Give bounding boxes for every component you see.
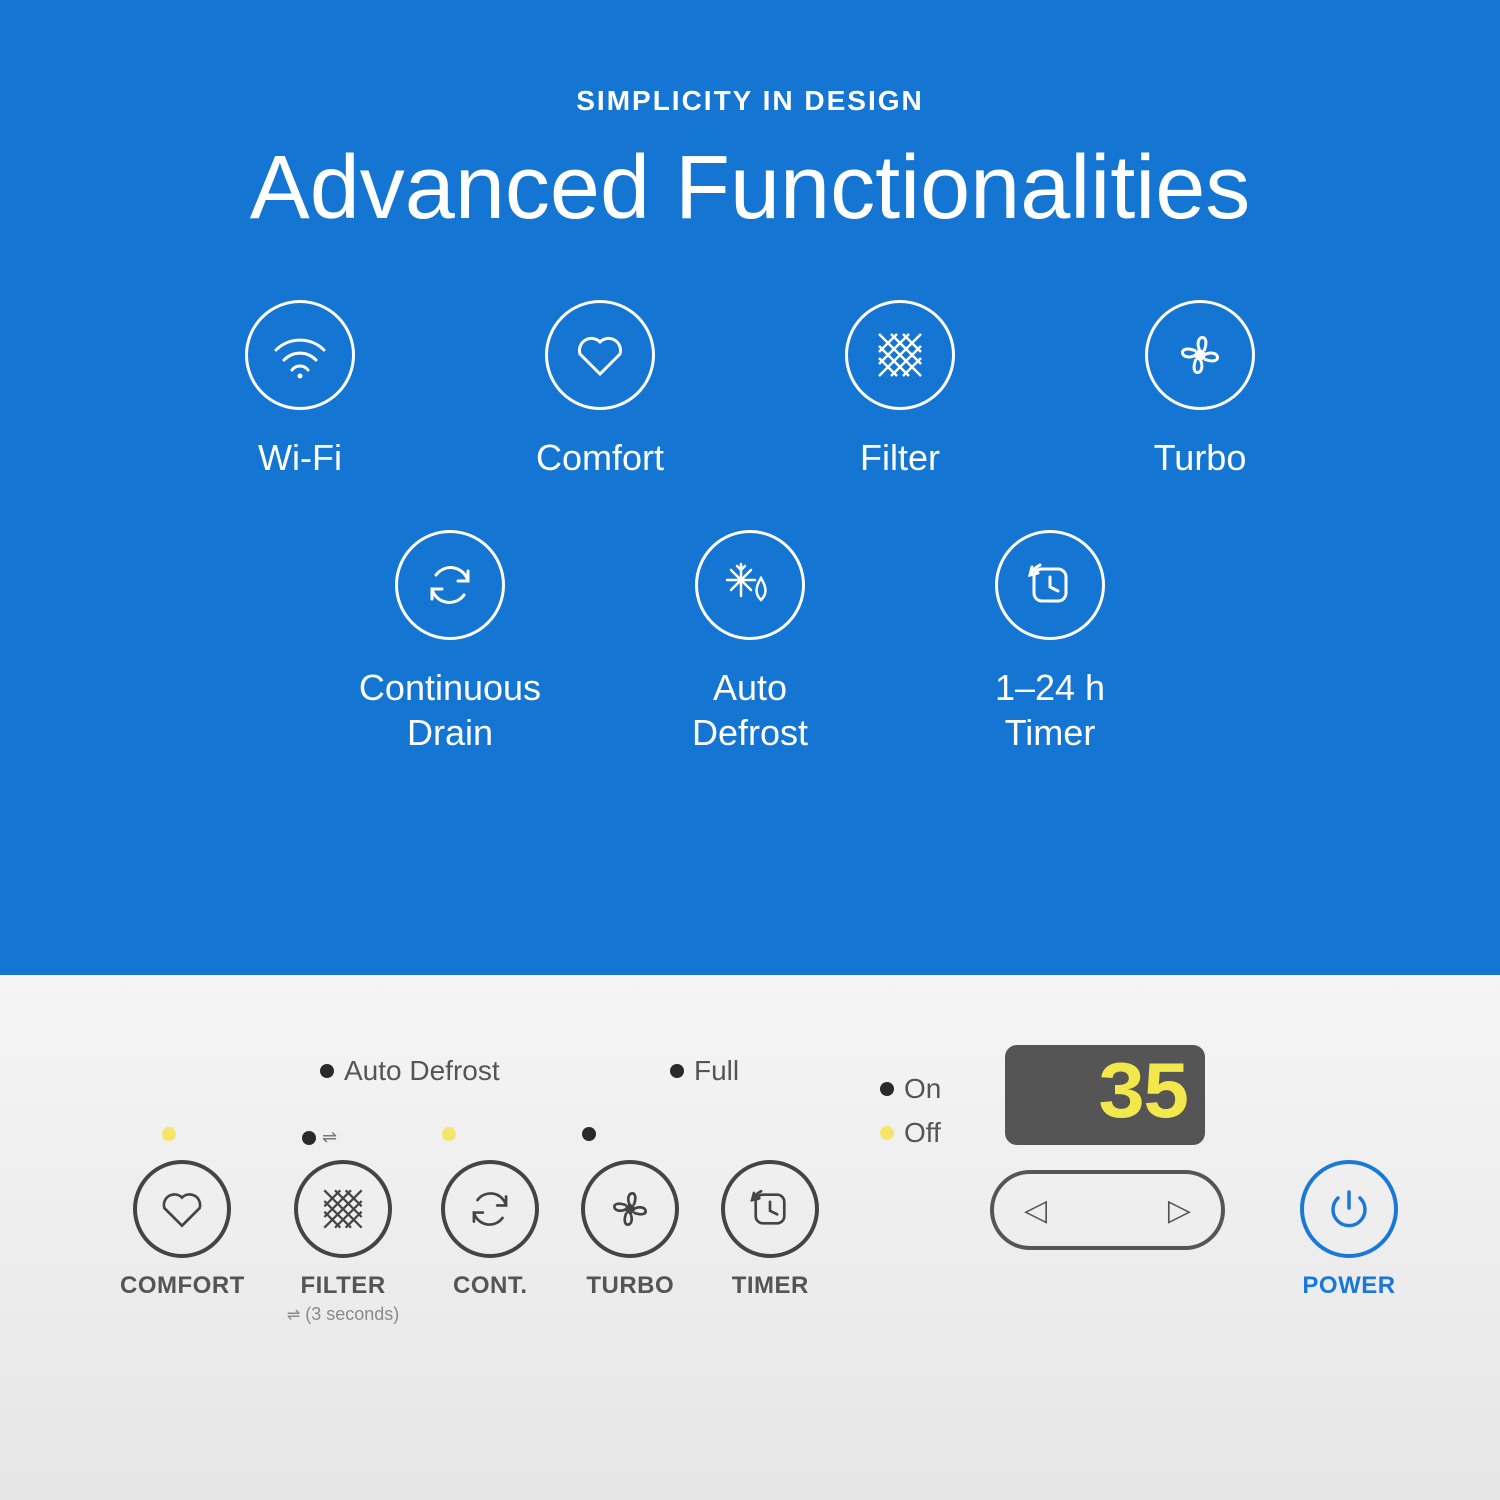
control-label: COMFORT [120, 1272, 245, 1300]
filter-button[interactable]: FILTER ⇌ (3 seconds) [287, 1160, 399, 1325]
timer-icon [995, 530, 1105, 640]
dot-icon [880, 1082, 894, 1096]
wifi-tiny-icon: ⇌ [322, 1127, 337, 1148]
grid-icon [845, 300, 955, 410]
control-label: FILTER [300, 1272, 385, 1300]
indicator-label: On [904, 1073, 941, 1105]
right-arrow-icon[interactable]: ▷ [1168, 1193, 1191, 1228]
feature-auto-defrost: Auto Defrost [600, 530, 900, 755]
turbo-button[interactable]: TURBO [581, 1160, 679, 1300]
led-cont [442, 1127, 456, 1141]
hero-section: SIMPLICITY IN DESIGN Advanced Functional… [0, 0, 1500, 975]
indicator-auto-defrost: Auto Defrost [320, 1055, 500, 1087]
feature-label: Continuous Drain [359, 665, 541, 755]
indicator-label: Full [694, 1055, 739, 1087]
feature-label: Filter [860, 435, 940, 480]
defrost-icon [695, 530, 805, 640]
feature-filter: Filter [750, 300, 1050, 480]
feature-label: Turbo [1154, 435, 1247, 480]
fan-icon [1145, 300, 1255, 410]
fan-icon [581, 1160, 679, 1258]
feature-label: Auto Defrost [692, 665, 808, 755]
indicator-full: Full [670, 1055, 739, 1087]
headline-text: Advanced Functionalities [0, 137, 1500, 240]
timer-icon [721, 1160, 819, 1258]
grid-icon [294, 1160, 392, 1258]
left-arrow-icon[interactable]: ◁ [1024, 1193, 1047, 1228]
power-button[interactable]: POWER [1300, 1160, 1398, 1300]
features-grid: Wi-Fi Comfort [110, 300, 1390, 805]
feature-comfort: Comfort [450, 300, 750, 480]
power-icon [1300, 1160, 1398, 1258]
filter-note: ⇌ (3 seconds) [287, 1304, 399, 1325]
led-turbo [582, 1127, 596, 1141]
cycle-icon [395, 530, 505, 640]
device-panel: Auto Defrost Full On Off 35 ⇌ [0, 975, 1500, 1500]
feature-wifi: Wi-Fi [150, 300, 450, 480]
cycle-icon [441, 1160, 539, 1258]
indicator-label: Off [904, 1117, 941, 1149]
control-label: TURBO [586, 1272, 674, 1300]
cont-button[interactable]: CONT. [441, 1160, 539, 1300]
indicator-label: Auto Defrost [344, 1055, 500, 1087]
power-label: POWER [1302, 1272, 1395, 1300]
control-label: TIMER [732, 1272, 809, 1300]
led-comfort [162, 1127, 176, 1141]
features-row-1: Wi-Fi Comfort [110, 300, 1390, 480]
feature-timer: 1–24 h Timer [900, 530, 1200, 755]
eyebrow-text: SIMPLICITY IN DESIGN [0, 85, 1500, 117]
digital-display: 35 [1005, 1045, 1205, 1145]
feature-label: Wi-Fi [258, 435, 342, 480]
heart-icon [133, 1160, 231, 1258]
features-row-2: Continuous Drain Auto Defrost [110, 530, 1390, 755]
display-value: 35 [1097, 1049, 1187, 1142]
dot-icon [880, 1126, 894, 1140]
feature-continuous-drain: Continuous Drain [300, 530, 600, 755]
indicator-on: On [880, 1073, 941, 1105]
timer-button[interactable]: TIMER [721, 1160, 819, 1300]
feature-turbo: Turbo [1050, 300, 1350, 480]
led-filter: ⇌ [302, 1127, 337, 1148]
comfort-button[interactable]: COMFORT [120, 1160, 245, 1300]
feature-label: 1–24 h Timer [995, 665, 1105, 755]
dot-icon [320, 1064, 334, 1078]
nav-pill[interactable]: ◁ ▷ [990, 1170, 1225, 1250]
heart-icon [545, 300, 655, 410]
indicator-off: Off [880, 1117, 941, 1149]
feature-label: Comfort [536, 435, 664, 480]
dot-icon [670, 1064, 684, 1078]
wifi-icon [245, 300, 355, 410]
control-label: CONT. [453, 1272, 528, 1300]
